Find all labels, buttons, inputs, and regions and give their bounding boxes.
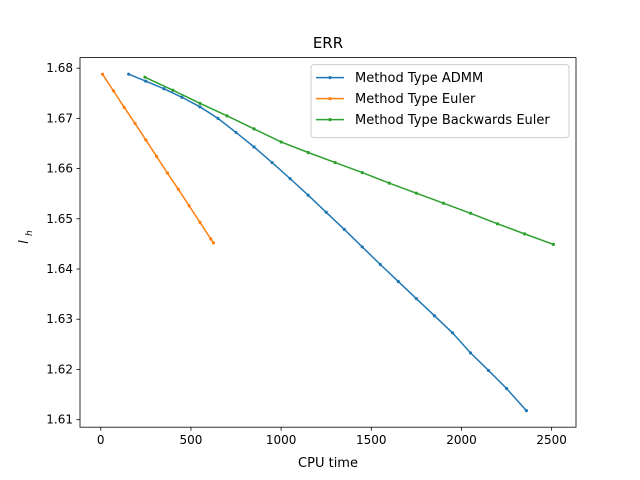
data-point bbox=[252, 127, 256, 131]
y-tick-label: 1.65 bbox=[46, 212, 73, 226]
data-point bbox=[524, 409, 529, 413]
data-point bbox=[468, 211, 473, 215]
x-tick-label: 2500 bbox=[536, 433, 567, 447]
data-point bbox=[198, 220, 202, 224]
x-tick-label: 2000 bbox=[446, 433, 477, 447]
x-tick-label: 0 bbox=[97, 433, 105, 447]
legend-label: Method Type ADMM bbox=[355, 71, 483, 86]
data-point bbox=[100, 72, 105, 76]
data-point bbox=[468, 351, 473, 355]
y-tick-label: 1.61 bbox=[46, 413, 73, 427]
y-tick-label: 1.62 bbox=[46, 362, 73, 376]
x-axis-label: CPU time bbox=[298, 456, 358, 471]
data-point bbox=[387, 181, 391, 185]
y-axis-label: l h bbox=[17, 230, 35, 244]
x-tick-label: 500 bbox=[179, 433, 202, 447]
data-point bbox=[504, 386, 509, 391]
data-point bbox=[216, 116, 220, 120]
data-point bbox=[324, 210, 328, 214]
data-point bbox=[111, 89, 115, 93]
legend-marker bbox=[328, 76, 332, 80]
data-point bbox=[378, 262, 382, 267]
data-point bbox=[198, 101, 202, 105]
legend-marker bbox=[328, 97, 332, 101]
x-tick-label: 1500 bbox=[356, 433, 387, 447]
data-point bbox=[165, 171, 170, 175]
legend-box bbox=[310, 64, 570, 139]
data-point bbox=[333, 160, 337, 165]
data-point bbox=[127, 72, 131, 76]
legend-label: Method Type Backwards Euler bbox=[355, 113, 550, 128]
data-point bbox=[441, 201, 446, 205]
data-point bbox=[360, 245, 364, 249]
data-point bbox=[171, 88, 175, 92]
data-point bbox=[396, 279, 400, 284]
data-point bbox=[279, 140, 283, 144]
data-point bbox=[122, 105, 126, 109]
data-point bbox=[270, 160, 274, 165]
data-point bbox=[522, 232, 527, 236]
data-point bbox=[360, 170, 364, 175]
data-point bbox=[342, 227, 346, 231]
data-point bbox=[450, 331, 455, 335]
data-point bbox=[209, 237, 213, 241]
data-point bbox=[180, 95, 184, 99]
chart-title: ERR bbox=[313, 34, 343, 52]
legend-marker bbox=[328, 118, 332, 122]
data-point bbox=[432, 314, 437, 318]
data-point bbox=[495, 222, 500, 226]
y-tick-label: 1.63 bbox=[46, 312, 73, 326]
data-point bbox=[288, 177, 292, 181]
data-point bbox=[133, 121, 137, 125]
x-tick-label: 1000 bbox=[266, 433, 297, 447]
data-point bbox=[414, 191, 418, 195]
legend: Method Type ADMM Method Type Euler Method … bbox=[310, 64, 570, 139]
data-point bbox=[162, 87, 166, 91]
data-point bbox=[306, 193, 310, 197]
series-line bbox=[144, 76, 554, 246]
y-tick-label: 1.64 bbox=[46, 262, 73, 276]
y-tick-label: 1.66 bbox=[46, 162, 73, 176]
data-point bbox=[252, 145, 256, 149]
data-point bbox=[211, 241, 216, 245]
data-point bbox=[176, 187, 180, 191]
data-point bbox=[551, 242, 556, 247]
y-tick-label: 1.68 bbox=[46, 61, 73, 75]
data-point bbox=[486, 368, 491, 373]
data-point bbox=[187, 204, 191, 208]
y-tick-label: 1.67 bbox=[46, 111, 73, 125]
y-axis-label-main: l bbox=[17, 240, 32, 244]
legend-label: Method Type Euler bbox=[355, 92, 476, 107]
y-axis-label-subscript: h bbox=[25, 230, 35, 236]
data-point bbox=[143, 75, 147, 79]
data-point bbox=[234, 130, 238, 135]
plot-frame bbox=[79, 57, 577, 428]
series-line bbox=[101, 73, 215, 244]
data-point bbox=[144, 138, 148, 142]
data-point bbox=[414, 297, 418, 301]
data-point bbox=[155, 154, 159, 159]
data-point bbox=[144, 79, 148, 83]
data-point bbox=[198, 105, 202, 109]
data-point bbox=[225, 114, 229, 118]
data-point bbox=[306, 150, 310, 155]
